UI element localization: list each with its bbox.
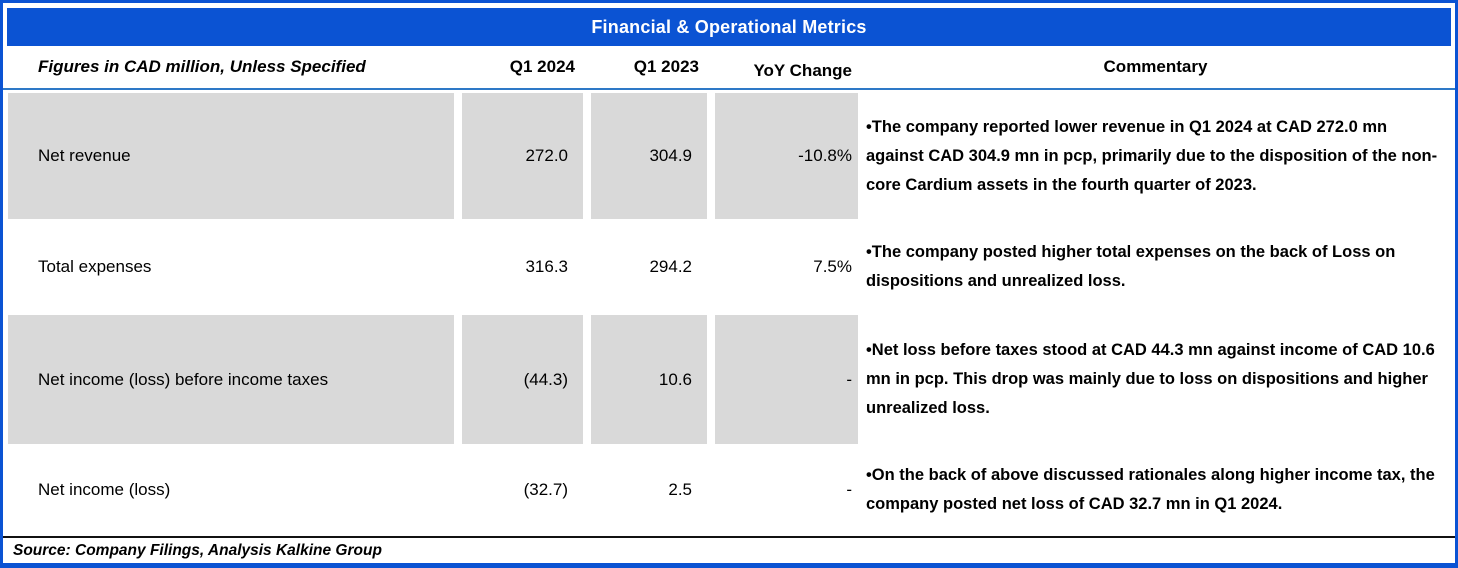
commentary-cell: •Net loss before taxes stood at CAD 44.3… <box>866 315 1449 444</box>
table-body: Net revenue 272.0 304.9 -10.8% •The comp… <box>3 93 1455 536</box>
row-label: Net income (loss) <box>38 480 171 499</box>
column-header-yoy-change: YoY Change <box>753 61 852 80</box>
commentary-cell: •The company posted higher total expense… <box>866 219 1449 315</box>
column-header-commentary: Commentary <box>866 46 1449 88</box>
column-header-q1-2023: Q1 2023 <box>633 57 699 76</box>
commentary-cell: •On the back of above discussed rational… <box>866 444 1449 536</box>
bullet-icon: • <box>866 117 872 136</box>
header-divider <box>3 88 1455 90</box>
row-label: Net income (loss) before income taxes <box>8 315 454 444</box>
commentary-text: •The company posted higher total expense… <box>866 238 1445 296</box>
row-label: Total expenses <box>38 257 152 276</box>
bullet-icon: • <box>866 466 872 484</box>
commentary-cell: •The company reported lower revenue in Q… <box>866 93 1449 219</box>
commentary-text: •Net loss before taxes stood at CAD 44.3… <box>866 336 1445 423</box>
value-yoy-change: 7.5% <box>813 257 852 276</box>
value-q1-2024: 316.3 <box>525 257 568 276</box>
value-yoy-change: -10.8% <box>715 93 858 219</box>
value-q1-2023: 10.6 <box>591 315 707 444</box>
bullet-icon: • <box>866 341 872 359</box>
value-yoy-change: - <box>846 480 852 499</box>
row-label: Net revenue <box>8 93 454 219</box>
bullet-icon: • <box>866 243 872 261</box>
table-row-net-income: Net income (loss) (32.7) 2.5 - •On the b… <box>3 444 1455 536</box>
table-row-net-revenue: Net revenue 272.0 304.9 -10.8% •The comp… <box>3 93 1455 219</box>
value-q1-2024: (32.7) <box>523 480 568 499</box>
table-row-net-income-before-taxes: Net income (loss) before income taxes (4… <box>3 315 1455 444</box>
commentary-body: The company posted higher total expenses… <box>866 243 1396 290</box>
commentary-text: •On the back of above discussed rational… <box>866 461 1445 519</box>
value-q1-2024: 272.0 <box>462 93 583 219</box>
value-q1-2023: 294.2 <box>649 257 692 276</box>
value-q1-2024: (44.3) <box>462 315 583 444</box>
footer-divider <box>3 536 1455 538</box>
column-header-row: Figures in CAD million, Unless Specified… <box>3 46 1455 88</box>
table-title: Financial & Operational Metrics <box>7 8 1451 46</box>
value-yoy-change: - <box>715 315 858 444</box>
commentary-body: Net loss before taxes stood at CAD 44.3 … <box>866 341 1435 417</box>
value-q1-2023: 2.5 <box>668 480 692 499</box>
column-header-unit-note: Figures in CAD million, Unless Specified <box>38 57 366 76</box>
column-header-q1-2024: Q1 2024 <box>509 57 575 76</box>
commentary-body: The company reported lower revenue in Q1… <box>866 117 1438 194</box>
commentary-body: On the back of above discussed rationale… <box>866 466 1435 513</box>
commentary-text: •The company reported lower revenue in Q… <box>866 113 1445 200</box>
value-q1-2023: 304.9 <box>591 93 707 219</box>
source-note: Source: Company Filings, Analysis Kalkin… <box>13 541 382 559</box>
table-row-total-expenses: Total expenses 316.3 294.2 7.5% •The com… <box>3 219 1455 315</box>
